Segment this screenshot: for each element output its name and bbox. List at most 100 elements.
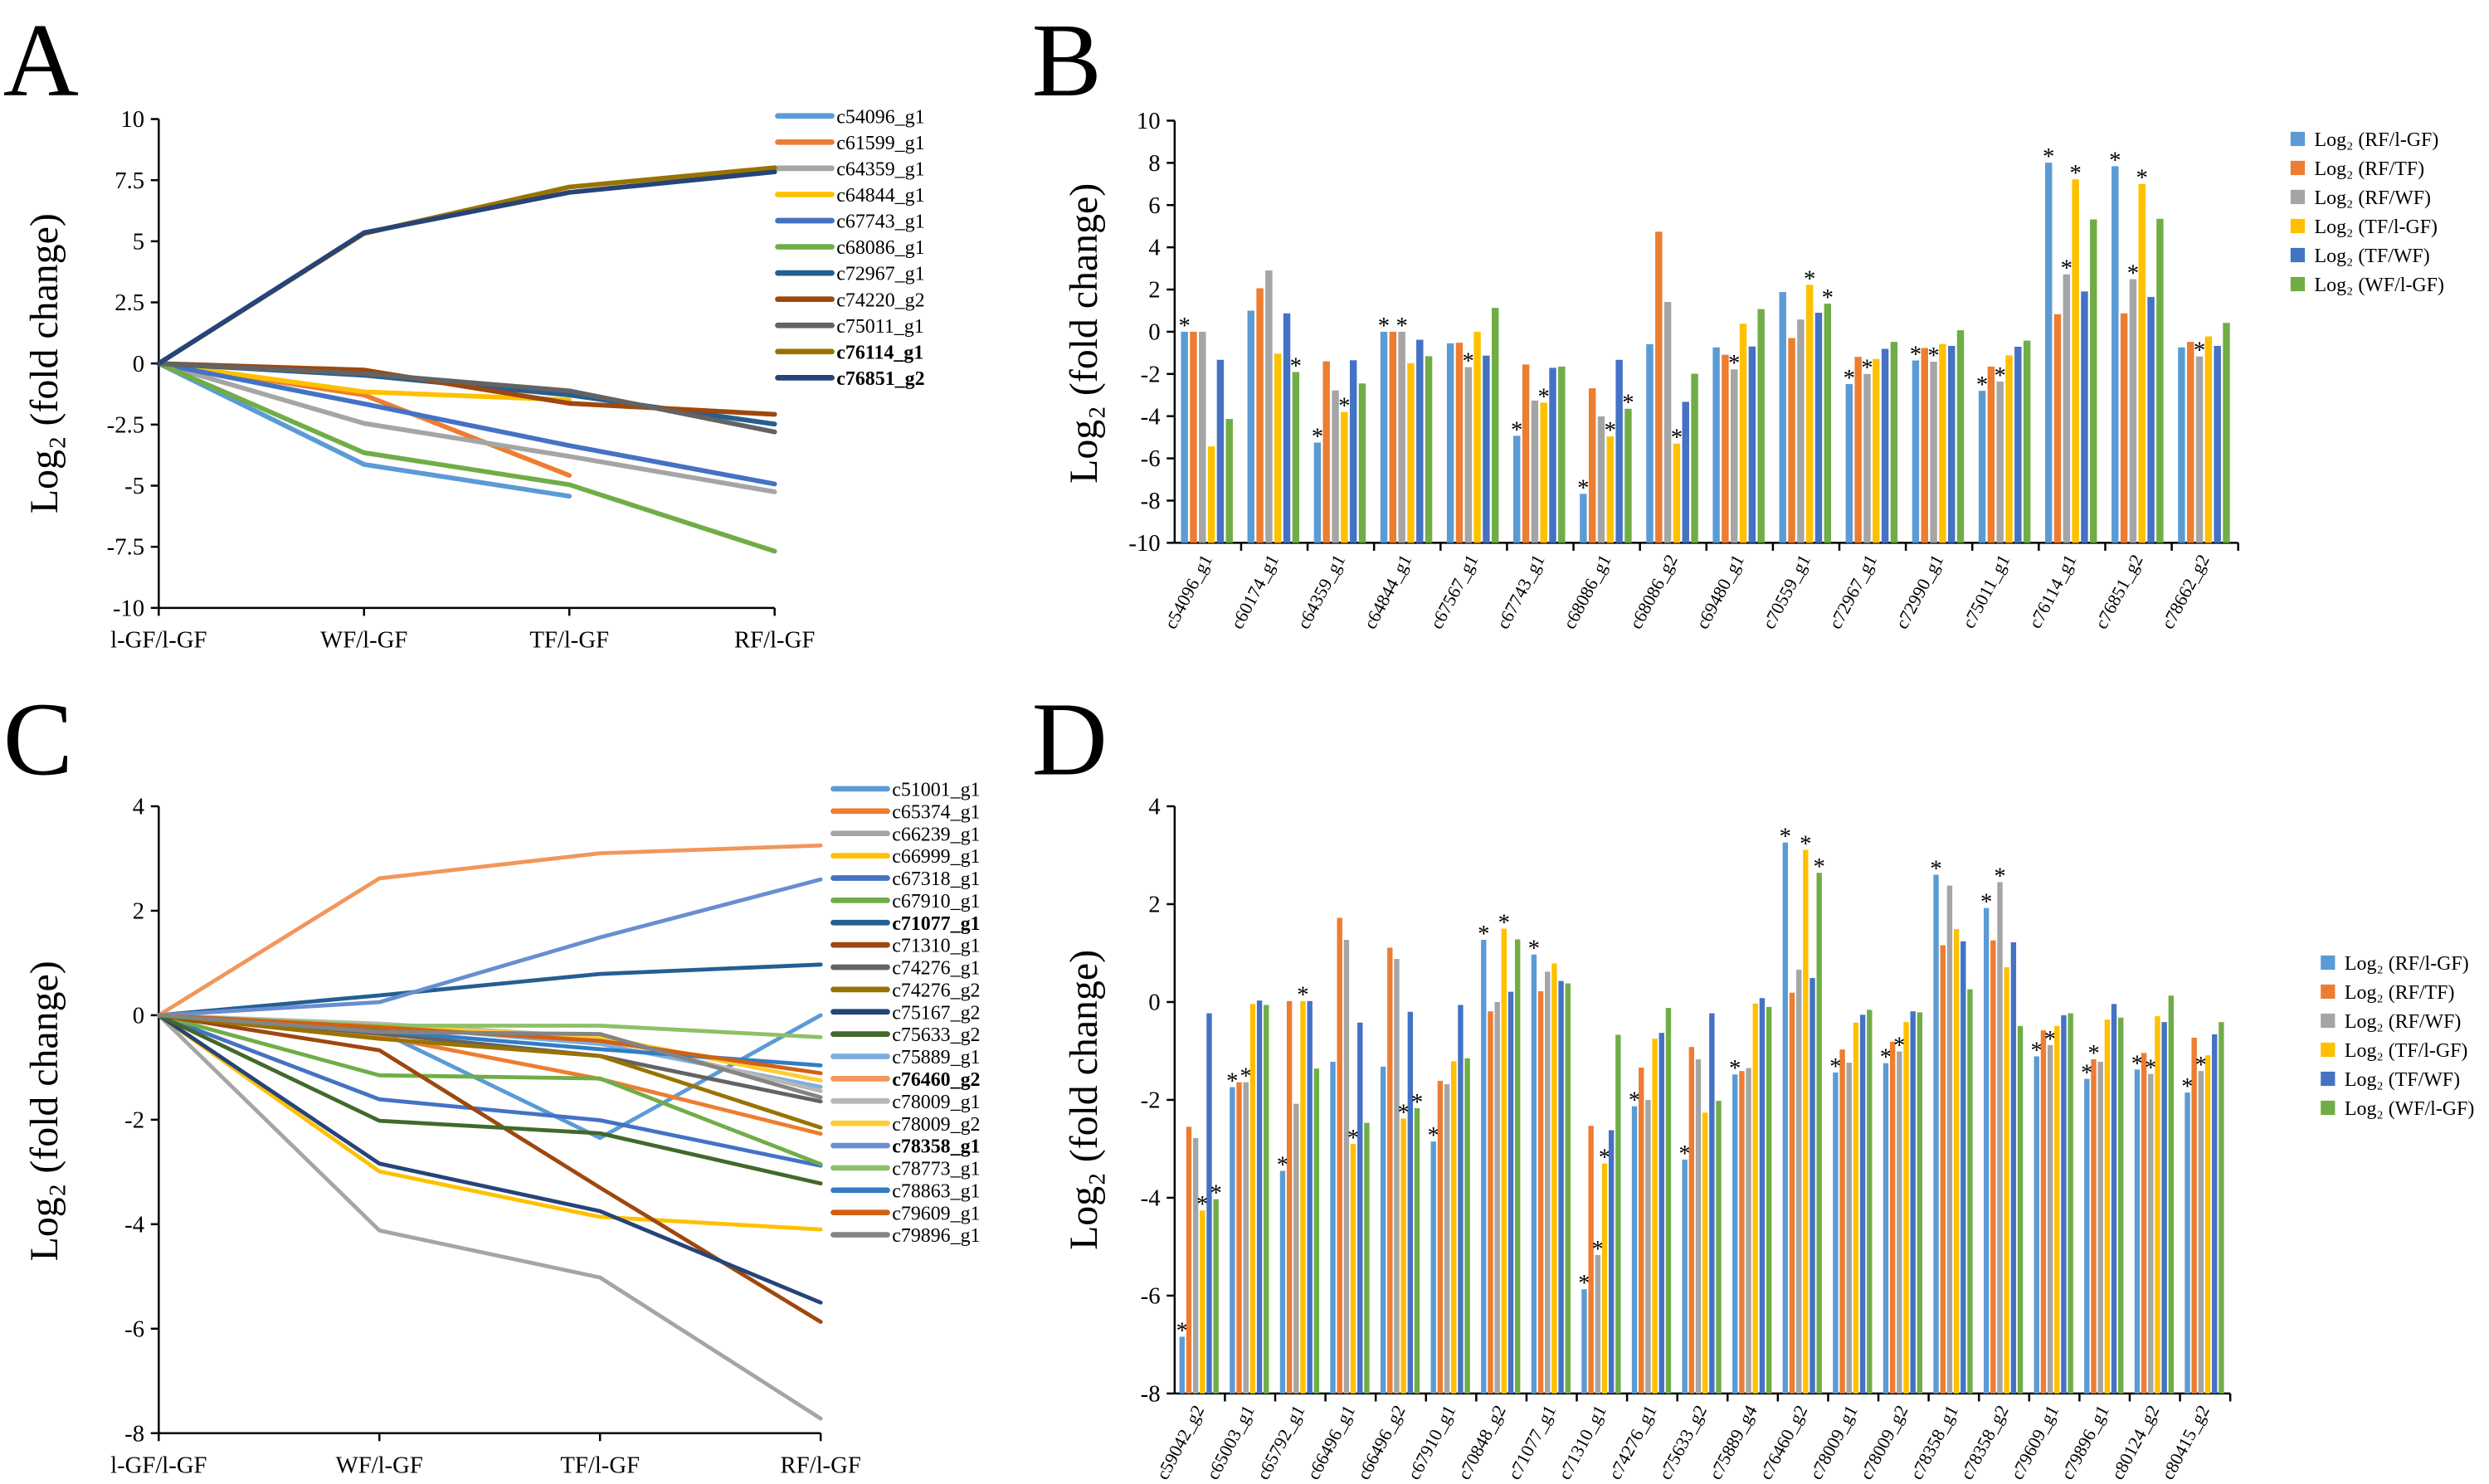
- series-line-c79896_g1: [156, 1013, 823, 1100]
- legend-label: c75011_g1: [836, 316, 923, 338]
- legend-label: c64844_g1: [836, 185, 924, 207]
- bar: [2161, 1022, 2167, 1394]
- bar: [1389, 331, 1397, 543]
- legend-label: c72967_g1: [836, 264, 924, 285]
- bar: [1688, 1047, 1694, 1394]
- bar: [1795, 970, 1802, 1394]
- bar: [2111, 1004, 2117, 1394]
- bar: [1682, 1159, 1688, 1394]
- x-tick-label: WF/l-GF: [320, 627, 407, 654]
- bar: [1655, 231, 1663, 543]
- x-tick-label: c75633_g2: [1654, 1402, 1711, 1483]
- significance-star: *: [1577, 474, 1589, 501]
- significance-star: *: [1538, 383, 1550, 410]
- significance-star: *: [1800, 830, 1811, 857]
- bar: [1313, 1068, 1320, 1394]
- significance-star: *: [2195, 1052, 2207, 1078]
- bar: [1341, 411, 1348, 543]
- bar: [1192, 1137, 1199, 1394]
- significance-star: *: [1196, 1191, 1208, 1218]
- significance-star: *: [1478, 921, 1489, 947]
- x-tick-label: c74276_g1: [1605, 1402, 1661, 1483]
- bar: [1501, 928, 1508, 1394]
- x-tick-label: RF/l-GF: [734, 627, 815, 654]
- bar: [1451, 1061, 1457, 1394]
- bar: [1186, 1126, 1192, 1394]
- legend-label: c71077_g1: [892, 913, 980, 935]
- bar: [1867, 1010, 1873, 1394]
- series-line-c76114_g1: [156, 165, 777, 367]
- legend-label: c67318_g1: [892, 869, 980, 890]
- legend-label: Log₂ (RF/WF): [2315, 187, 2431, 209]
- series-line-c67910_g1: [156, 1013, 823, 1166]
- bar: [1903, 1022, 1909, 1394]
- significance-star: *: [1930, 855, 1941, 882]
- panel-c-line-chart: 4 2 0 -2 -4 -6 -8 Log₂ (fold change) l-GF/l-GF WF…: [22, 780, 981, 1479]
- bar: [1757, 309, 1765, 543]
- bar: [1921, 348, 1928, 543]
- bar: [1551, 963, 1557, 1394]
- legend-label: c78773_g1: [892, 1159, 980, 1180]
- legend-label: Log₂ (RF/l-GF): [2345, 953, 2469, 975]
- significance-star: *: [1880, 1044, 1892, 1071]
- significance-star: *: [1804, 265, 1815, 292]
- bar: [1256, 1000, 1263, 1394]
- legend-label: c67743_g1: [836, 212, 924, 233]
- bar: [1283, 313, 1291, 543]
- bar: [1883, 1063, 1889, 1394]
- bar: [1646, 343, 1654, 543]
- panel-a-line-chart: 10 7.5 5 2.5 0 -2.5 -5 -7.5 -10 Log₂ (fold change…: [22, 106, 925, 654]
- bar: [1732, 1074, 1738, 1394]
- legend-label: Log₂ (TF/l-GF): [2345, 1040, 2467, 1062]
- panel-label-a: A: [3, 2, 79, 119]
- bar: [1256, 288, 1264, 543]
- series-line-c75011_g1: [156, 361, 777, 435]
- bar: [2063, 274, 2071, 543]
- significance-star: *: [2061, 255, 2073, 282]
- bar: [1716, 1101, 1722, 1394]
- significance-star: *: [1814, 854, 1825, 880]
- bar: [1522, 364, 1530, 543]
- significance-star: *: [1893, 1032, 1905, 1058]
- series-line-c75633_g2: [156, 1013, 823, 1186]
- bar: [1873, 358, 1880, 543]
- bar: [1816, 873, 1822, 1394]
- significance-star: *: [1428, 1122, 1439, 1149]
- bar: [1631, 1106, 1638, 1394]
- bar: [1788, 338, 1795, 543]
- bar: [1473, 331, 1481, 543]
- bar: [1416, 339, 1424, 543]
- bar: [1752, 1003, 1758, 1394]
- bar: [2097, 1061, 2103, 1394]
- bar: [1464, 1058, 1470, 1394]
- x-tick-label: c79609_g1: [2006, 1402, 2063, 1483]
- bar: [1645, 1099, 1651, 1394]
- bar: [1624, 408, 1632, 543]
- bar: [1531, 954, 1537, 1394]
- bar: [2214, 345, 2221, 543]
- y-tick-label: -10: [1128, 530, 1160, 557]
- y-tick-label: -2: [1141, 1087, 1161, 1114]
- legend-label: c74276_g2: [892, 980, 980, 1001]
- legend-label: c78009_g1: [892, 1092, 980, 1113]
- legend-swatch: [2321, 955, 2336, 971]
- x-tick-label: c60174_g1: [1226, 551, 1283, 632]
- bar: [1854, 357, 1862, 543]
- bar: [1307, 1000, 1313, 1394]
- bar: [1414, 1107, 1420, 1394]
- x-tick-label: c70848_g2: [1454, 1402, 1510, 1483]
- significance-star: *: [2194, 338, 2205, 364]
- bar: [1682, 401, 1689, 543]
- bar: [2061, 1014, 2067, 1394]
- legend-label: c76460_g2: [892, 1069, 980, 1091]
- bar: [1558, 980, 1564, 1394]
- bar: [1332, 390, 1339, 543]
- significance-star: *: [1605, 417, 1616, 444]
- legend-label: Log₂ (TF/WF): [2315, 246, 2430, 267]
- bar: [1216, 359, 1225, 543]
- bar: [1491, 308, 1499, 543]
- legend-label: c75633_g2: [892, 1024, 980, 1046]
- y-tick-label: 0: [1148, 990, 1160, 1016]
- significance-star: *: [2031, 1037, 2043, 1063]
- legend-label: c78009_g2: [892, 1114, 980, 1136]
